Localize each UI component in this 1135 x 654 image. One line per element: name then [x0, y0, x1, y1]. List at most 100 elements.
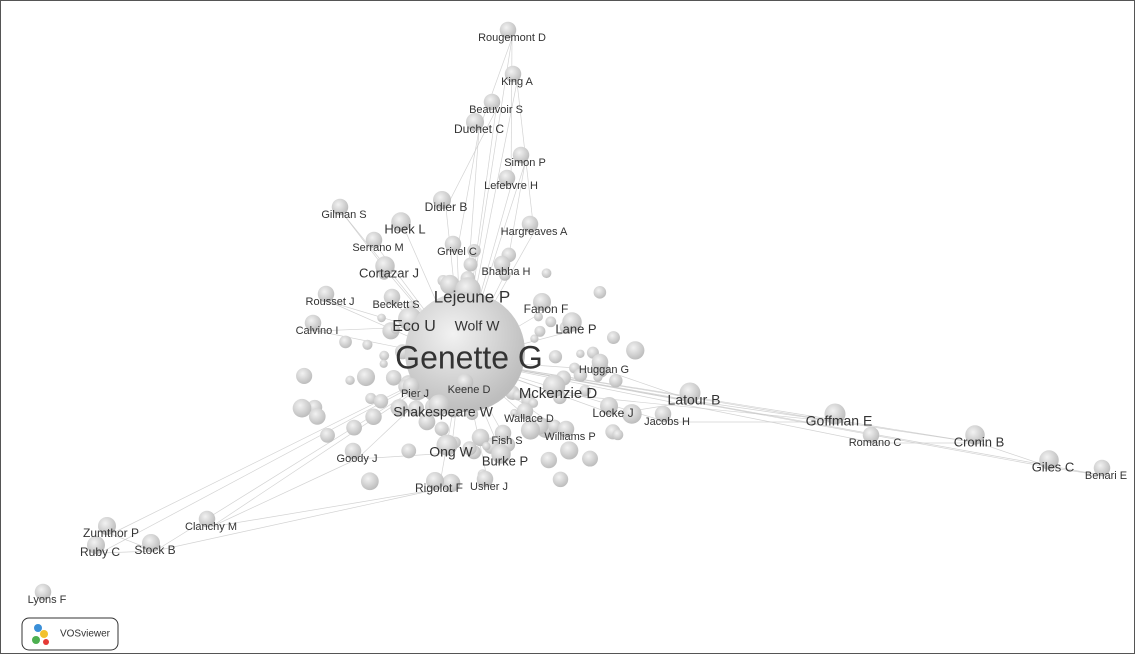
node-bubble: [34, 583, 52, 601]
logo-icon: [43, 639, 49, 645]
bubble: [540, 451, 558, 469]
bubble: [560, 441, 579, 460]
node-label: Stock B: [134, 543, 175, 557]
bubble: [320, 427, 335, 443]
bubble: [593, 286, 607, 299]
node-label: Usher J: [470, 481, 508, 493]
node-bubble: [494, 424, 512, 442]
bubble: [308, 408, 326, 425]
node-label: Rousset J: [306, 296, 355, 308]
node-label: Serrano M: [352, 242, 403, 254]
node-label: Fanon F: [524, 302, 569, 316]
bubble: [576, 349, 585, 358]
node-bubble: [1093, 459, 1111, 477]
node-label: Calvino I: [296, 325, 339, 337]
node-bubble: [512, 146, 530, 164]
node-bubble: [1039, 450, 1059, 470]
node-label: Jacobs H: [644, 416, 690, 428]
edge: [510, 37, 513, 187]
bubble: [356, 368, 376, 387]
node-bubble: [391, 212, 411, 232]
bubble: [346, 419, 362, 436]
bubble: [373, 394, 389, 409]
bubble: [471, 428, 490, 447]
node-label: Simon P: [504, 157, 546, 169]
bubble: [362, 339, 373, 350]
node-bubble: [862, 426, 880, 444]
bubble: [379, 359, 388, 368]
bubble: [482, 441, 491, 451]
bubble: [401, 443, 417, 459]
node-bubble: [426, 472, 444, 490]
bubble: [339, 335, 352, 349]
bubble: [545, 316, 557, 328]
bubble: [440, 274, 460, 295]
node-bubble: [483, 93, 501, 111]
edge: [461, 359, 980, 444]
node-label: Beauvoir S: [469, 104, 523, 116]
node-label: Lane P: [555, 321, 596, 336]
node-label: Giles C: [1032, 459, 1075, 474]
node-label: Hoek L: [384, 221, 425, 236]
node-label: Rigolot F: [415, 481, 463, 495]
node-bubble: [402, 377, 420, 395]
node-label: Keene D: [448, 384, 491, 396]
node-bubble: [491, 444, 511, 464]
labels: Rougemont D King A Beauvoir S Duchet C Simon…: [28, 32, 1127, 606]
bubble: [390, 399, 408, 417]
bubble: [593, 372, 603, 382]
node-label: Gilman S: [321, 209, 366, 221]
node-bubble: [317, 285, 335, 303]
edge: [445, 109, 497, 209]
node-bubble: [591, 353, 609, 371]
bubble: [548, 350, 563, 364]
logo-icon: [34, 624, 42, 632]
node-bubble: [87, 536, 105, 554]
node-label: Cortazar J: [359, 265, 419, 280]
edge: [478, 37, 513, 131]
bubble: [612, 429, 624, 441]
node-label: Goffman E: [806, 413, 873, 429]
bubble: [408, 400, 425, 417]
node-bubble: [365, 231, 383, 249]
bubbles: [34, 21, 1111, 601]
node-label: Burke P: [482, 453, 528, 468]
node-label: Grivel C: [437, 246, 477, 258]
node-bubble: [493, 255, 511, 273]
node-label: Hargreaves A: [501, 226, 568, 238]
node-bubble: [456, 373, 474, 391]
node-bubble: [521, 215, 539, 233]
node-label: Pier J: [401, 388, 429, 400]
node-label: Clanchy M: [185, 521, 237, 533]
node-label: Fish S: [491, 435, 522, 447]
logo-icon: [40, 630, 48, 638]
node-label: Lejeune P: [434, 287, 511, 306]
edge: [838, 421, 980, 444]
node-label: Genette G: [395, 339, 543, 375]
bubble: [377, 313, 386, 323]
bubble: [379, 350, 390, 361]
edge: [210, 458, 358, 528]
node-bubble: [600, 397, 618, 415]
node-label: Williams P: [544, 431, 595, 443]
edge: [154, 488, 440, 552]
node-label: Bhabha H: [482, 266, 531, 278]
node-label: Lefebvre H: [484, 180, 538, 192]
bubble: [390, 324, 400, 334]
node-label: Shakespeare W: [393, 404, 493, 420]
bubble: [418, 413, 436, 431]
node-bubble: [533, 293, 551, 311]
node-label: Wolf W: [455, 318, 501, 334]
bubble: [626, 341, 645, 360]
bubble: [345, 375, 355, 386]
node-label: Goody J: [337, 453, 378, 465]
bubble: [582, 450, 598, 467]
bubble: [520, 420, 540, 440]
bubble: [622, 404, 642, 424]
node-bubble: [504, 65, 522, 83]
node-label: Cronin B: [954, 434, 1005, 449]
node-bubble: [428, 394, 450, 416]
bubble: [442, 473, 461, 493]
node-bubble: [405, 292, 525, 412]
node-label: Zumthor P: [83, 526, 139, 540]
